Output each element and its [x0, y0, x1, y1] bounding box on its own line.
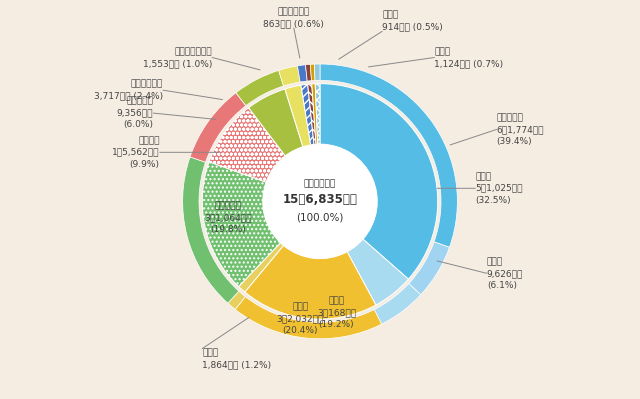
Text: 15兆6,835億円: 15兆6,835億円: [283, 193, 357, 206]
Wedge shape: [298, 65, 307, 82]
Wedge shape: [236, 296, 381, 339]
Wedge shape: [228, 291, 245, 310]
Wedge shape: [278, 66, 300, 86]
Wedge shape: [202, 162, 280, 286]
Wedge shape: [314, 64, 320, 81]
Wedge shape: [308, 84, 316, 144]
Wedge shape: [312, 84, 317, 144]
Wedge shape: [239, 243, 284, 292]
Wedge shape: [305, 64, 312, 81]
Text: 道府県たばこ税
1,553億円 (1.0%): 道府県たばこ税 1,553億円 (1.0%): [143, 47, 212, 68]
Text: (100.0%): (100.0%): [296, 213, 344, 223]
Text: 法人分
9,626億円
(6.1%): 法人分 9,626億円 (6.1%): [487, 257, 523, 290]
Wedge shape: [301, 84, 314, 145]
Text: 個人分
1,864億円 (1.2%): 個人分 1,864億円 (1.2%): [202, 349, 271, 369]
Circle shape: [263, 144, 377, 259]
Wedge shape: [316, 84, 320, 144]
Wedge shape: [236, 70, 284, 106]
Text: 地方消費税
3兆1,064億円
(19.8%): 地方消費税 3兆1,064億円 (19.8%): [205, 201, 252, 234]
Wedge shape: [374, 284, 420, 324]
Text: 不動産取得税
3,717億円 (2.4%): 不動産取得税 3,717億円 (2.4%): [94, 80, 163, 101]
Wedge shape: [409, 242, 449, 295]
Text: 自動車取得税
863億円 (0.6%): 自動車取得税 863億円 (0.6%): [264, 7, 324, 28]
Wedge shape: [182, 157, 239, 303]
Text: 利子割
1,124億円 (0.7%): 利子割 1,124億円 (0.7%): [435, 47, 504, 68]
Wedge shape: [310, 64, 315, 81]
Wedge shape: [245, 245, 376, 319]
Wedge shape: [285, 85, 310, 147]
Wedge shape: [248, 89, 303, 156]
Text: その他
914億円 (0.5%): その他 914億円 (0.5%): [382, 10, 443, 31]
Text: 軽油引取税
9,356億円
(6.0%): 軽油引取税 9,356億円 (6.0%): [116, 97, 153, 129]
Wedge shape: [209, 108, 285, 182]
Text: 法人分
3兆168億円
(19.2%): 法人分 3兆168億円 (19.2%): [317, 296, 356, 329]
Text: 事業税
3兆2,032億円
(20.4%): 事業税 3兆2,032億円 (20.4%): [276, 303, 324, 336]
Text: 道府県税総額: 道府県税総額: [304, 179, 336, 188]
Text: 個人分
5兆1,025億円
(32.5%): 個人分 5兆1,025億円 (32.5%): [476, 172, 523, 205]
Text: 道府県民税
6兆1,774億円
(39.4%): 道府県民税 6兆1,774億円 (39.4%): [497, 113, 544, 146]
Wedge shape: [320, 64, 458, 247]
Text: 自動車税
1兆5,562億円
(9.9%): 自動車税 1兆5,562億円 (9.9%): [112, 136, 160, 169]
Wedge shape: [320, 84, 438, 279]
Wedge shape: [190, 93, 246, 162]
Wedge shape: [347, 239, 408, 305]
